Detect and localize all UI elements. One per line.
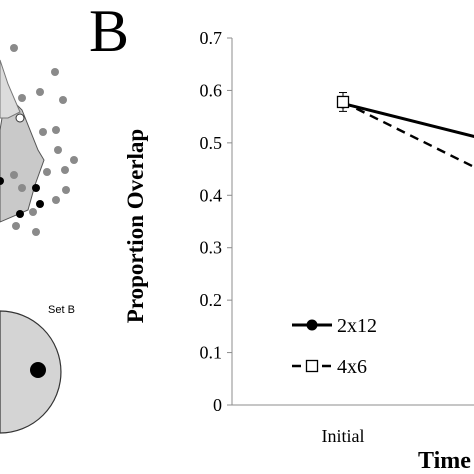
open-dot xyxy=(15,113,25,123)
y-ticks: 0 0.1 0.2 0.3 0.4 0.5 0.6 0.7 xyxy=(200,28,232,415)
y-tick-label: 0.1 xyxy=(200,343,223,363)
scatter-dot xyxy=(29,208,37,216)
series-layer xyxy=(336,92,474,169)
panel-label: B xyxy=(89,0,129,64)
black-dot xyxy=(16,210,24,218)
scatter-dot xyxy=(59,96,67,104)
scatter-dot xyxy=(51,68,59,76)
black-dot xyxy=(0,177,4,185)
scatter-dot xyxy=(52,126,60,134)
scatter-dot xyxy=(12,222,20,230)
series-line-4x6 xyxy=(342,100,474,169)
convex-hull-light xyxy=(0,59,21,119)
black-dot xyxy=(36,200,44,208)
scatter-dot xyxy=(52,196,60,204)
set-label: Set B xyxy=(48,304,75,316)
series-line-2x12 xyxy=(342,102,474,138)
scatter-dot xyxy=(43,168,51,176)
scatter-dot xyxy=(10,171,18,179)
scatter-dot xyxy=(54,146,62,154)
legend-label: 2x12 xyxy=(337,315,377,337)
scatter-dot xyxy=(62,186,70,194)
legend-marker xyxy=(306,319,318,331)
legend-marker xyxy=(305,359,319,373)
y-tick-label: 0.2 xyxy=(200,290,223,310)
scatter-dot xyxy=(18,94,26,102)
y-axis-label: Proportion Overlap xyxy=(123,129,148,323)
scatter-dot xyxy=(10,44,18,52)
scatter-dot xyxy=(32,228,40,236)
y-tick-label: 0 xyxy=(213,395,222,415)
line-chart: 0 0.1 0.2 0.3 0.4 0.5 0.6 0.7 Initial Proportio… xyxy=(123,28,474,474)
scatter-dot xyxy=(39,128,47,136)
y-tick-label: 0.3 xyxy=(200,238,223,258)
y-tick-label: 0.5 xyxy=(200,133,223,153)
legend: 2x12 4x6 xyxy=(292,315,377,378)
x-ticks: Initial xyxy=(322,426,365,446)
point-4x6 xyxy=(336,95,350,109)
x-axis-label: Time xyxy=(418,448,471,474)
black-dot xyxy=(32,184,40,192)
panel-a-partial: Set B xyxy=(0,44,78,434)
scatter-dot xyxy=(61,166,69,174)
legend-label: 4x6 xyxy=(337,356,367,378)
scatter-dot xyxy=(70,156,78,164)
y-tick-label: 0.7 xyxy=(200,28,223,48)
y-tick-label: 0.4 xyxy=(200,185,223,205)
scatter-dot xyxy=(18,184,26,192)
set-b-dot xyxy=(30,362,46,378)
scatter-dot xyxy=(36,88,44,96)
y-tick-label: 0.6 xyxy=(200,80,223,100)
x-tick-label: Initial xyxy=(322,426,365,446)
